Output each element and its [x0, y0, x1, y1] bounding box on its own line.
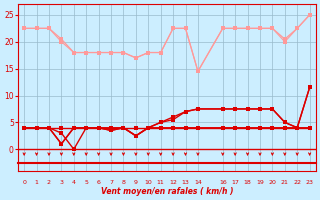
X-axis label: Vent moyen/en rafales ( km/h ): Vent moyen/en rafales ( km/h ): [101, 187, 233, 196]
